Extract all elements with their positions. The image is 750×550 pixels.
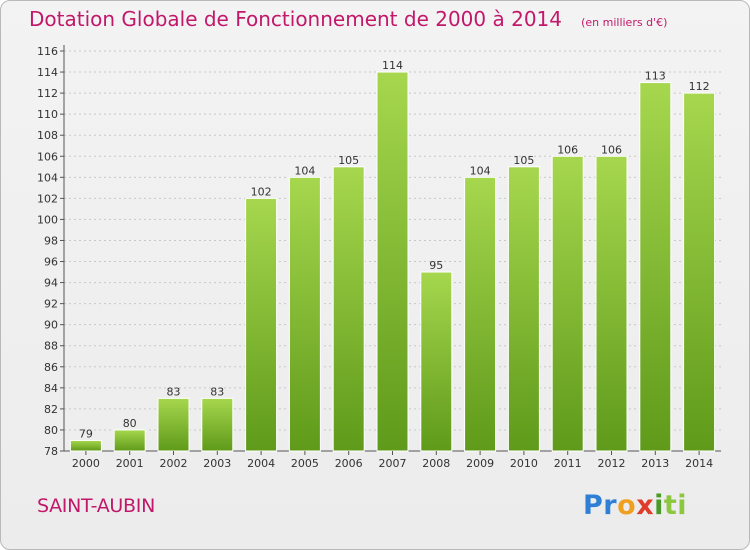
- x-tick-label-2007: 2007: [379, 457, 407, 470]
- value-label-2014: 112: [689, 80, 710, 93]
- y-tick-label: 78: [44, 445, 58, 458]
- x-tick-label-2001: 2001: [116, 457, 144, 470]
- chart-title: Dotation Globale de Fonctionnement de 20…: [29, 7, 562, 31]
- y-tick-label: 90: [44, 319, 58, 332]
- y-tick-label: 114: [37, 66, 58, 79]
- y-tick-label: 110: [37, 108, 58, 121]
- value-label-2001: 80: [123, 417, 137, 430]
- bar-2001: [113, 429, 146, 452]
- bar-2002: [157, 397, 190, 452]
- y-tick-label: 106: [37, 150, 58, 163]
- y-tick-label: 88: [44, 340, 58, 353]
- x-tick-label-2010: 2010: [510, 457, 538, 470]
- value-label-2010: 105: [513, 154, 534, 167]
- y-tick-label: 112: [37, 87, 58, 100]
- x-tick-label-2000: 2000: [72, 457, 100, 470]
- value-label-2013: 113: [645, 70, 666, 83]
- y-tick-label: 102: [37, 192, 58, 205]
- bar-2011: [551, 155, 584, 452]
- x-tick-label-2003: 2003: [203, 457, 231, 470]
- x-tick-label-2002: 2002: [160, 457, 188, 470]
- y-tick-label: 98: [44, 234, 58, 247]
- value-label-2002: 83: [167, 385, 181, 398]
- value-label-2008: 95: [429, 259, 443, 272]
- x-tick-labels: 2000 2001 2002 2003 2004 2005 2006 2007 2008 2009…: [72, 451, 713, 470]
- value-label-2012: 106: [601, 143, 622, 156]
- x-tick-label-2008: 2008: [422, 457, 450, 470]
- bar-2010: [507, 166, 540, 452]
- bar-2014: [683, 92, 716, 452]
- bar-2007: [376, 71, 409, 452]
- value-label-2000: 79: [79, 427, 93, 440]
- proxiti-logo: Proxiti: [583, 490, 687, 521]
- y-tick-label: 108: [37, 129, 58, 142]
- x-tick-label-2011: 2011: [554, 457, 582, 470]
- logo-letter: o: [617, 490, 637, 521]
- x-tick-label-2009: 2009: [466, 457, 494, 470]
- title-row: Dotation Globale de Fonctionnement de 20…: [29, 7, 667, 31]
- y-tick-label: 92: [44, 298, 58, 311]
- value-label-2006: 105: [338, 154, 359, 167]
- y-tick-label: 94: [44, 277, 58, 290]
- value-label-2009: 104: [470, 164, 491, 177]
- value-label-2003: 83: [210, 385, 224, 398]
- grid-lines: [60, 50, 721, 452]
- bar-2013: [639, 82, 672, 452]
- bar-2009: [464, 176, 497, 452]
- y-tick-label: 86: [44, 361, 58, 374]
- logo-letter: i: [654, 490, 664, 521]
- logo-letter: i: [677, 490, 688, 521]
- x-tick-label-2005: 2005: [291, 457, 319, 470]
- bar-2000: [69, 439, 102, 452]
- logo-letter: P: [583, 490, 604, 521]
- y-tick-labels: 78 80 82 84 86 88 90 92 94 96 98 100 102 104 106 108 110…: [37, 45, 58, 458]
- bar-2005: [288, 176, 321, 452]
- bar-2012: [595, 155, 628, 452]
- logo-letter: t: [663, 490, 678, 521]
- y-tick-label: 84: [44, 382, 58, 395]
- y-tick-label: 96: [44, 256, 58, 269]
- x-tick-label-2004: 2004: [247, 457, 275, 470]
- x-tick-label-2014: 2014: [685, 457, 713, 470]
- x-tick-label-2012: 2012: [598, 457, 626, 470]
- y-tick-label: 80: [44, 424, 58, 437]
- value-label-2011: 106: [557, 143, 578, 156]
- y-tick-label: 100: [37, 213, 58, 226]
- bar-2004: [245, 197, 278, 452]
- bar-2006: [332, 166, 365, 452]
- chart-unit: (en milliers d'€): [581, 16, 668, 29]
- y-tick-label: 104: [37, 171, 58, 184]
- x-tick-label-2013: 2013: [641, 457, 669, 470]
- y-tick-label: 82: [44, 403, 58, 416]
- value-label-2005: 104: [294, 164, 315, 177]
- bar-2008: [420, 271, 453, 452]
- place-name: SAINT-AUBIN: [37, 495, 155, 517]
- value-label-2004: 102: [251, 185, 272, 198]
- x-tick-label-2006: 2006: [335, 457, 363, 470]
- value-labels: 79 80 83 83 102 104 105 114 95 104 105 106 106 113 112: [79, 59, 710, 440]
- logo-letter: x: [636, 490, 655, 521]
- logo-letter: r: [603, 490, 618, 521]
- bar-2003: [201, 397, 234, 452]
- y-tick-label: 116: [37, 45, 58, 58]
- value-label-2007: 114: [382, 59, 403, 72]
